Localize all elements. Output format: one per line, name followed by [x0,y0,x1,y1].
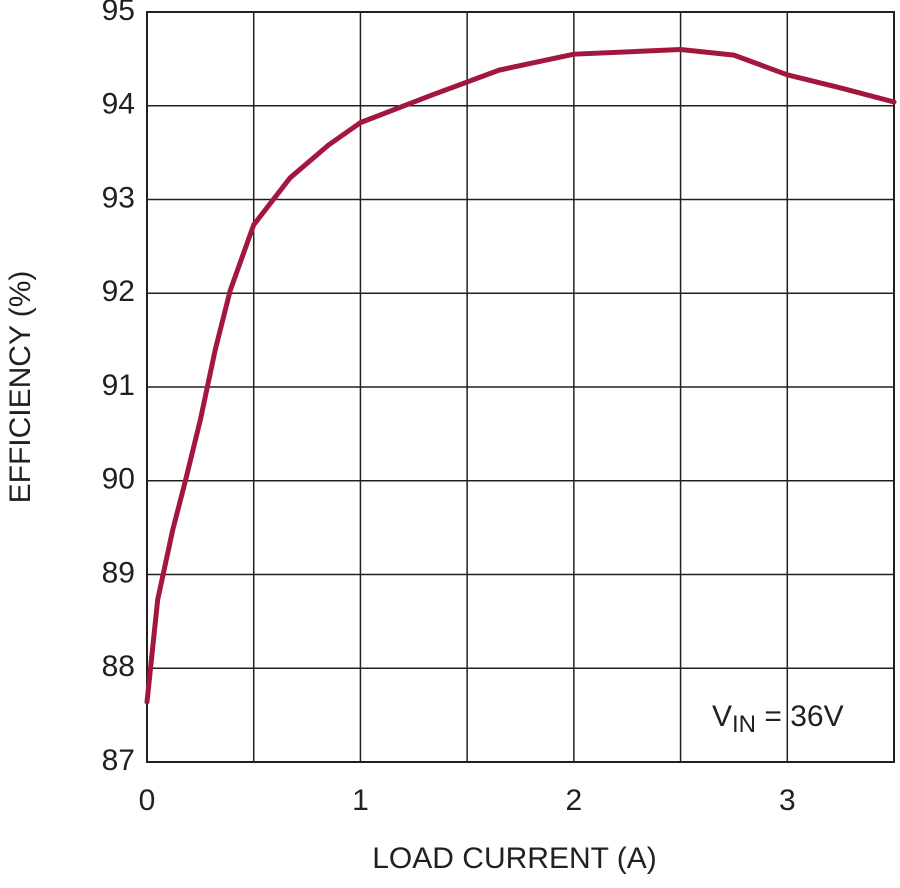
series-line [144,47,897,705]
y-tick-label: 91 [102,369,135,402]
y-tick-label: 87 [102,744,135,777]
y-tick-label: 88 [102,650,135,683]
y-tick-label: 95 [102,0,135,27]
y-tick-label: 90 [102,463,135,496]
y-tick-label: 94 [102,88,135,121]
annotation-part: V [712,700,732,733]
y-tick-label: 93 [102,181,135,214]
x-tick-label: 1 [352,784,369,817]
x-tick-label: 3 [779,784,796,817]
annotation-part: = 36V [756,700,844,733]
y-tick-label: 92 [102,275,135,308]
x-axis-title: LOAD CURRENT (A) [372,842,656,875]
annotation-part: IN [732,711,756,738]
y-tick-label: 89 [102,556,135,589]
y-axis-title: EFFICIENCY (%) [4,271,37,504]
annotation: VIN = 36V [712,700,844,738]
x-tick-label: 2 [566,784,583,817]
plot-frame [146,11,895,763]
x-tick-label: 0 [139,784,156,817]
